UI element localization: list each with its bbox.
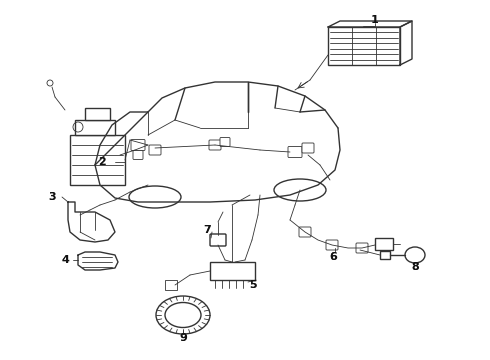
- Text: 7: 7: [203, 225, 211, 235]
- Text: 1: 1: [371, 15, 378, 25]
- Bar: [70, 135, 125, 185]
- Text: 3: 3: [49, 192, 55, 202]
- Text: 6: 6: [329, 252, 337, 262]
- Text: 8: 8: [411, 262, 419, 272]
- Bar: [85, 108, 110, 120]
- Text: 8: 8: [412, 262, 418, 272]
- Bar: [165, 280, 177, 290]
- FancyBboxPatch shape: [133, 150, 143, 159]
- Text: 4: 4: [61, 255, 69, 265]
- Text: 7: 7: [203, 225, 211, 235]
- Text: 5: 5: [249, 280, 257, 290]
- Bar: [380, 251, 390, 259]
- Text: 2: 2: [98, 157, 105, 167]
- Text: 4: 4: [61, 255, 69, 265]
- FancyBboxPatch shape: [131, 139, 145, 150]
- Bar: [210, 262, 255, 280]
- Text: 9: 9: [179, 333, 187, 343]
- FancyBboxPatch shape: [220, 138, 230, 147]
- FancyBboxPatch shape: [356, 243, 368, 253]
- FancyBboxPatch shape: [209, 140, 221, 150]
- FancyBboxPatch shape: [149, 145, 161, 155]
- FancyBboxPatch shape: [299, 227, 311, 237]
- Text: 9: 9: [179, 333, 187, 343]
- Bar: [375, 238, 393, 250]
- Text: 6: 6: [329, 252, 337, 262]
- Text: 2: 2: [98, 157, 106, 167]
- Text: 3: 3: [48, 192, 56, 202]
- FancyBboxPatch shape: [288, 147, 302, 158]
- FancyBboxPatch shape: [302, 143, 314, 153]
- FancyBboxPatch shape: [210, 234, 226, 246]
- Bar: [75, 120, 115, 135]
- Text: 5: 5: [249, 280, 256, 290]
- FancyBboxPatch shape: [326, 240, 338, 250]
- Bar: [328, 27, 400, 65]
- Text: 1: 1: [371, 15, 379, 25]
